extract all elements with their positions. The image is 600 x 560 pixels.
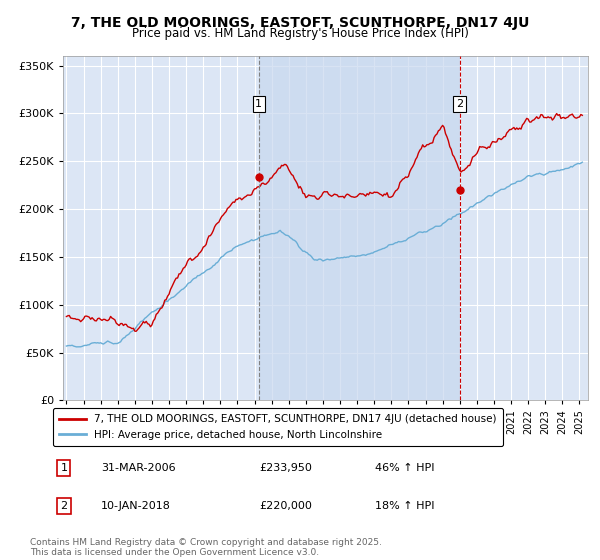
Text: 10-JAN-2018: 10-JAN-2018 — [101, 501, 170, 511]
Text: Price paid vs. HM Land Registry's House Price Index (HPI): Price paid vs. HM Land Registry's House … — [131, 27, 469, 40]
Text: 18% ↑ HPI: 18% ↑ HPI — [376, 501, 435, 511]
Legend: 7, THE OLD MOORINGS, EASTOFT, SCUNTHORPE, DN17 4JU (detached house), HPI: Averag: 7, THE OLD MOORINGS, EASTOFT, SCUNTHORPE… — [53, 408, 503, 446]
Text: 7, THE OLD MOORINGS, EASTOFT, SCUNTHORPE, DN17 4JU: 7, THE OLD MOORINGS, EASTOFT, SCUNTHORPE… — [71, 16, 529, 30]
Text: 31-MAR-2006: 31-MAR-2006 — [101, 463, 175, 473]
Text: £233,950: £233,950 — [259, 463, 312, 473]
Text: 46% ↑ HPI: 46% ↑ HPI — [376, 463, 435, 473]
Text: 2: 2 — [60, 501, 67, 511]
Bar — [259, 56, 460, 400]
Text: 1: 1 — [61, 463, 67, 473]
Text: 1: 1 — [256, 99, 262, 109]
Text: Contains HM Land Registry data © Crown copyright and database right 2025.
This d: Contains HM Land Registry data © Crown c… — [30, 538, 382, 557]
Text: £220,000: £220,000 — [259, 501, 312, 511]
Text: 2: 2 — [456, 99, 463, 109]
